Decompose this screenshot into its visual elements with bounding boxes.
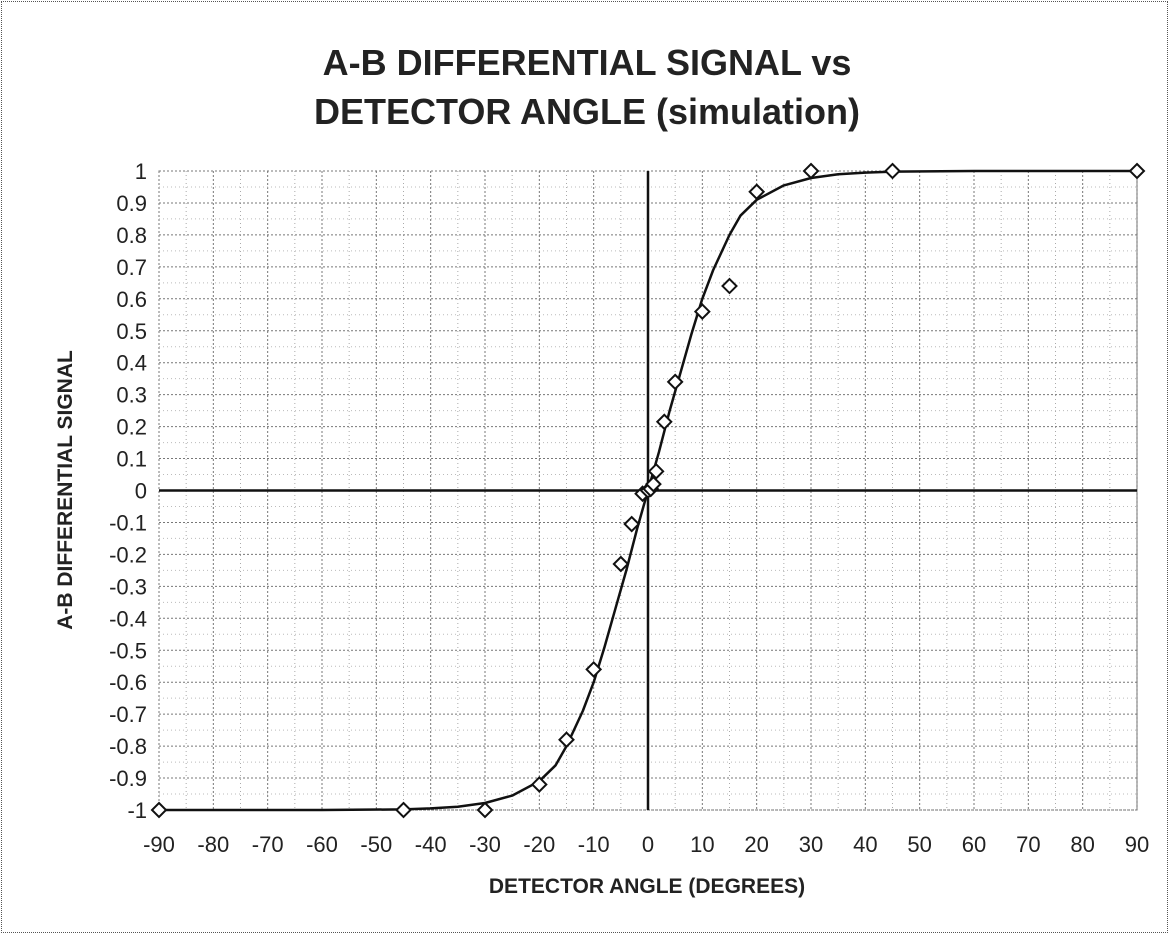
data-point-diamond: [530, 776, 548, 793]
y-tick-label: 0.6: [116, 287, 147, 312]
y-tick-label: -0.5: [109, 638, 147, 663]
x-tick-label: -70: [252, 832, 284, 857]
data-point-diamond: [647, 462, 665, 480]
y-tick-label: 0.7: [116, 255, 147, 280]
y-tick-label: -0.6: [109, 670, 147, 695]
data-point-diamond: [884, 162, 901, 180]
data-point-diamond: [623, 515, 641, 533]
x-tick-label: 40: [853, 832, 877, 857]
y-tick-label: 0.2: [116, 415, 147, 440]
data-point-diamond: [558, 731, 575, 749]
y-tick-label: 0.4: [116, 351, 147, 376]
data-point-diamond: [666, 373, 684, 391]
data-point-diamond: [693, 303, 711, 320]
x-tick-label: 50: [907, 832, 931, 857]
data-point-diamond: [655, 413, 673, 431]
y-tick-label: -0.7: [109, 702, 147, 727]
chart-title-line-2: DETECTOR ANGLE (simulation): [314, 91, 860, 132]
y-tick-label: -0.9: [109, 766, 147, 791]
x-tick-label: 80: [1070, 832, 1094, 857]
y-tick-label: -0.3: [109, 574, 147, 599]
data-point-diamond: [476, 801, 494, 819]
y-tick-label: 0.1: [116, 447, 147, 472]
y-tick-label: -0.1: [109, 510, 147, 535]
x-tick-label: -90: [143, 832, 175, 857]
data-point-diamond: [802, 162, 820, 180]
y-tick-label: -1: [127, 798, 147, 823]
data-point-diamond: [645, 475, 662, 493]
data-point-diamond: [748, 183, 766, 201]
x-tick-label: 20: [744, 832, 768, 857]
tick-label-layer: -90 -80 -70 -60 -50 -40 -30 -20 -10 0 10 20 30 40 50 60…: [109, 159, 1149, 857]
x-tick-label: -40: [415, 832, 447, 857]
y-tick-label: 0: [135, 479, 147, 504]
data-point-diamond: [1128, 162, 1146, 180]
x-tick-label: 60: [962, 832, 986, 857]
x-axis-title: DETECTOR ANGLE (DEGREES): [489, 875, 805, 898]
y-tick-label: 1: [135, 159, 147, 184]
x-tick-label: -30: [469, 832, 501, 857]
x-tick-label: -60: [306, 832, 338, 857]
x-tick-label: 0: [642, 832, 654, 857]
y-axis-title: A-B DIFFERENTIAL SIGNAL: [54, 350, 77, 630]
y-tick-label: -0.8: [109, 734, 147, 759]
data-point-diamond: [585, 661, 603, 678]
x-tick-label: 30: [799, 832, 823, 857]
y-tick-label: 0.9: [116, 191, 147, 216]
data-point-diamond: [612, 555, 630, 573]
x-tick-label: 70: [1016, 832, 1040, 857]
x-tick-label: 90: [1125, 832, 1149, 857]
x-tick-label: -20: [523, 832, 555, 857]
y-tick-label: 0.5: [116, 319, 147, 344]
y-tick-label: -0.2: [109, 542, 147, 567]
x-tick-label: -10: [578, 832, 610, 857]
x-tick-label: -50: [360, 832, 392, 857]
y-tick-label: -0.4: [109, 606, 147, 631]
y-tick-label: 0.8: [116, 223, 147, 248]
marker-layer: [150, 162, 1146, 819]
y-tick-label: 0.3: [116, 383, 147, 408]
x-tick-label: -80: [197, 832, 229, 857]
data-point-diamond: [395, 801, 412, 819]
data-point-diamond: [721, 277, 738, 295]
chart-title-line-1: A-B DIFFERENTIAL SIGNAL vs: [323, 42, 852, 83]
data-point-diamond: [150, 801, 168, 819]
x-tick-label: 10: [690, 832, 714, 857]
